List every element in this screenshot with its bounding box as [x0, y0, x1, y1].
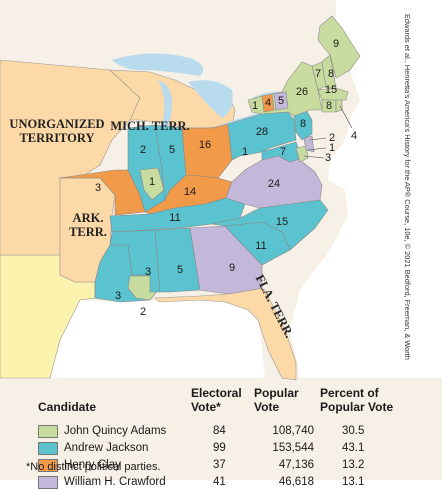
vote-delaware-adams: 1	[329, 142, 335, 154]
new-york-clay-district	[261, 93, 275, 113]
gulf-of-mexico	[50, 300, 265, 378]
vote-virginia: 24	[268, 178, 280, 190]
vote-new-york-crawford: 5	[278, 95, 284, 107]
state-rhode-island	[335, 99, 343, 113]
footnote-no-parties: *No distinct political parties.	[26, 461, 161, 473]
popular-vote: 108,740	[272, 425, 314, 437]
vote-louisiana-jackson: 3	[115, 290, 121, 302]
legend-row-crawford: William H. Crawford 41 46,618 13.1	[22, 474, 402, 490]
legend-row-jackson: Andrew Jackson 99 153,544 43.1	[22, 440, 402, 456]
vote-massachusetts: 15	[325, 84, 337, 96]
header-percent-popular: Percent of Popular Vote	[320, 386, 394, 414]
header-popular-vote: Popular Vote	[254, 386, 299, 414]
popular-vote: 47,136	[278, 459, 314, 471]
vote-pennsylvania: 28	[256, 126, 268, 138]
vote-indiana: 5	[169, 144, 175, 156]
new-york-crawford-district	[273, 91, 289, 111]
state-maryland	[261, 141, 303, 163]
candidate-name: Andrew Jackson	[64, 442, 149, 454]
swatch-adams	[38, 425, 58, 438]
vote-illinois-jackson: 2	[140, 144, 146, 156]
percent-popular: 30.5	[342, 425, 365, 437]
popular-vote: 46,618	[278, 476, 314, 488]
legend-row-adams: John Quincy Adams 84 108,740 30.5	[22, 423, 402, 439]
vote-maryland-jackson: 7	[280, 146, 286, 158]
vote-new-york-adams: 26	[296, 86, 308, 98]
vote-maryland-adams: 3	[325, 152, 331, 164]
vote-tennessee: 11	[169, 212, 180, 224]
label-arkansas-territory: ARK. TERR.	[69, 211, 107, 239]
vote-vermont: 7	[315, 68, 321, 80]
candidate-name: William H. Crawford	[64, 476, 166, 488]
legend-row-clay: Henry Clay 37 47,136 13.2	[22, 457, 402, 473]
vote-new-jersey: 8	[300, 118, 306, 130]
vote-ohio: 16	[199, 139, 211, 151]
lake-huron	[188, 80, 233, 118]
state-massachusetts	[317, 87, 349, 101]
credit-line: Edwards et al., Henretta's America's His…	[403, 14, 412, 360]
vote-kentucky: 14	[184, 186, 196, 198]
swatch-clay	[38, 459, 58, 472]
vote-south-carolina: 11	[255, 240, 266, 252]
vote-new-york-clay: 4	[265, 97, 271, 109]
state-virginia	[225, 149, 323, 209]
vote-georgia: 9	[229, 262, 235, 274]
candidate-name: John Quincy Adams	[64, 425, 167, 437]
candidate-name: Henry Clay	[64, 459, 121, 471]
swatch-crawford	[38, 476, 58, 489]
de-leader	[309, 137, 327, 141]
percent-popular: 13.2	[342, 459, 365, 471]
vote-north-carolina: 15	[276, 216, 288, 228]
state-alabama	[154, 227, 201, 293]
electoral-vote: 37	[213, 459, 226, 471]
percent-popular: 43.1	[342, 442, 365, 454]
vote-alabama: 5	[177, 264, 183, 276]
election-map: 9 7 8 15 8 4 26 1 4 5 8 28 2 1 7 3 1 16 …	[0, 0, 442, 480]
electoral-vote: 99	[213, 442, 226, 454]
popular-vote: 153,544	[272, 442, 314, 454]
state-maine	[317, 15, 361, 79]
md-leader-2	[303, 155, 325, 159]
lake-michigan	[158, 80, 172, 132]
label-unorganized-territory: UNORGANIZED TERRITORY	[9, 117, 104, 145]
header-candidate: Candidate	[38, 400, 97, 414]
electoral-vote: 84	[213, 425, 226, 437]
vote-missouri: 3	[95, 182, 101, 194]
percent-popular: 13.1	[342, 476, 365, 488]
vote-mississippi: 3	[145, 266, 151, 278]
md-leader-1	[307, 147, 327, 151]
atlantic-ocean	[290, 0, 442, 378]
illinois-adams-district	[139, 167, 165, 201]
vote-louisiana-adams: 2	[140, 306, 146, 318]
vote-connecticut: 8	[326, 100, 332, 112]
lake-superior	[112, 53, 204, 76]
vote-new-york-jackson: 1	[252, 100, 258, 112]
swatch-jackson	[38, 442, 58, 455]
maryland-adams-district	[295, 145, 309, 163]
vote-maryland-crawford: 1	[242, 146, 248, 158]
header-electoral-vote: Electoral Vote*	[191, 386, 242, 414]
vote-maine: 9	[333, 38, 339, 50]
vote-delaware-crawford: 2	[329, 132, 335, 144]
ri-leader	[339, 105, 353, 129]
electoral-vote: 41	[213, 476, 226, 488]
label-michigan-territory: MICH. TERR.	[110, 119, 189, 133]
vote-new-hampshire: 8	[328, 68, 334, 80]
vote-illinois-adams: 1	[149, 176, 155, 188]
vote-rhode-island: 4	[351, 130, 357, 142]
